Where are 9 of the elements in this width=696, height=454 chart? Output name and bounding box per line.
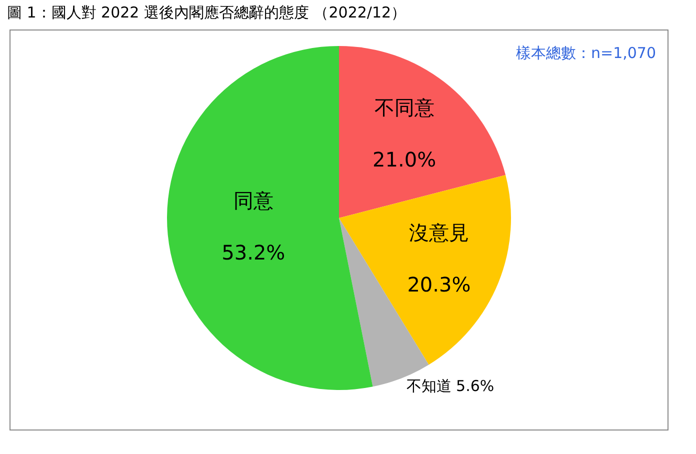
data-label: 53.2% — [222, 240, 286, 264]
text: 樣本總數：n=1,070 — [516, 44, 656, 62]
slice-label: 不同意 — [374, 96, 434, 120]
data-label: 20.3% — [407, 272, 471, 296]
slice-label: 沒意見 — [408, 220, 469, 244]
slice-label: 同意 — [233, 188, 274, 212]
chart-title: 圖 1：國人對 2022 選後內閣應否總辭的態度 （2022/12） — [6, 3, 406, 22]
data-label: 21.0% — [372, 148, 436, 172]
slice-label: 不知道 5.6% — [406, 376, 494, 395]
